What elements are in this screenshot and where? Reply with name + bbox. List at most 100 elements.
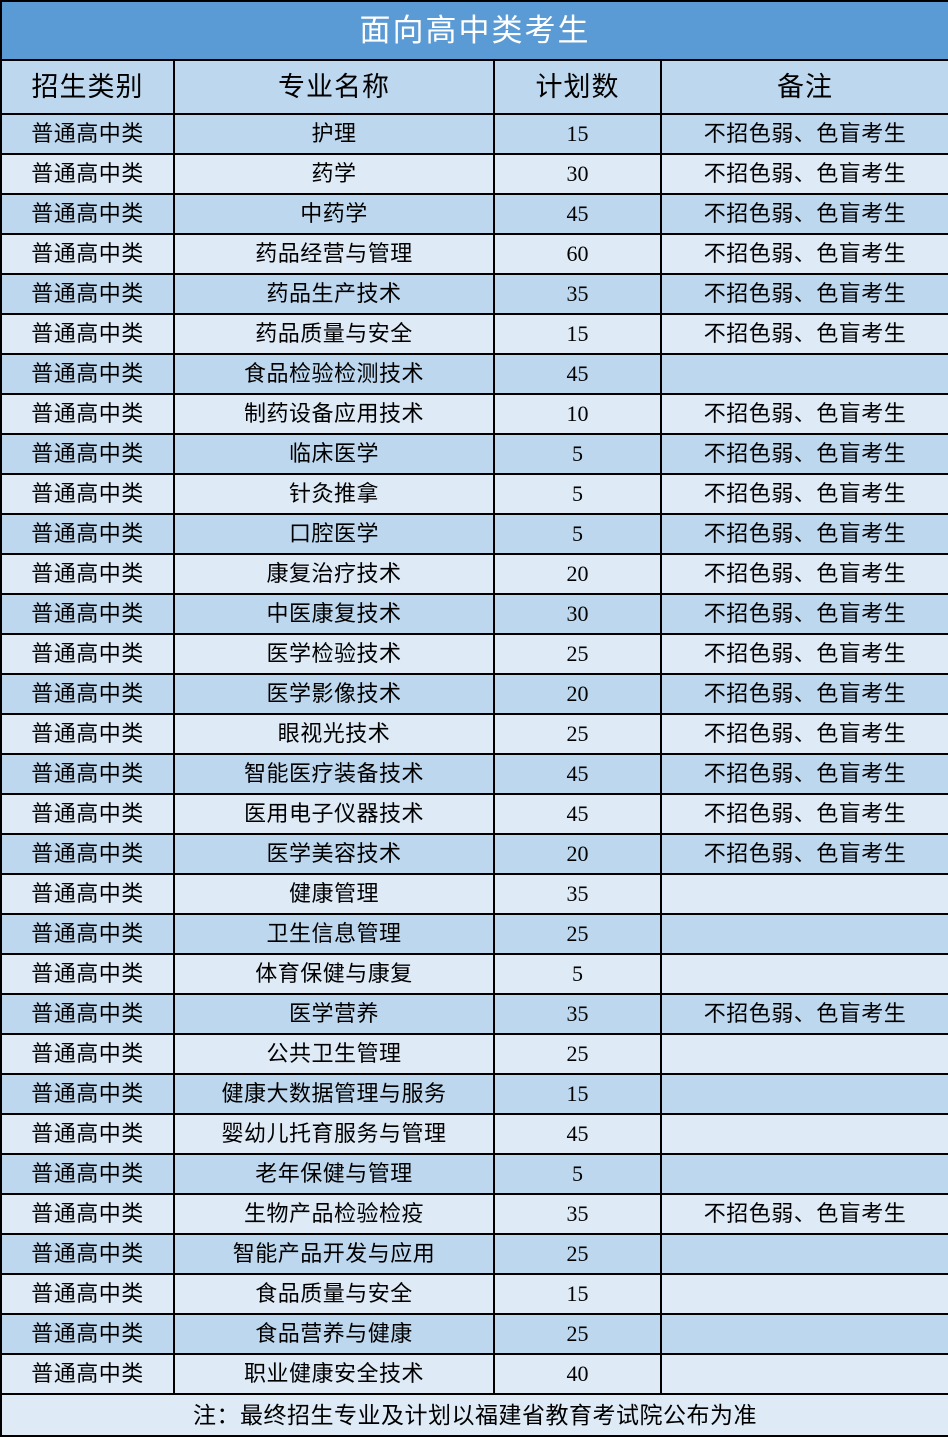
row-cell-remark: 不招色弱、色盲考生 (660, 513, 948, 555)
header-row: 招生类别 专业名称 计划数 备注 (0, 59, 948, 115)
row-cell-remark (660, 873, 948, 915)
row-cell-category: 普通高中类 (0, 993, 175, 1035)
row-cell-plan: 10 (493, 393, 662, 435)
table-row: 普通高中类 康复治疗技术 20 不招色弱、色盲考生 (0, 553, 948, 595)
row-cell-major: 口腔医学 (173, 513, 495, 555)
row-cell-major: 公共卫生管理 (173, 1033, 495, 1075)
row-cell-remark: 不招色弱、色盲考生 (660, 753, 948, 795)
table-row: 普通高中类 食品质量与安全 15 (0, 1273, 948, 1315)
row-cell-major: 护理 (173, 113, 495, 155)
row-cell-plan: 25 (493, 633, 662, 675)
table-row: 普通高中类 药品质量与安全 15 不招色弱、色盲考生 (0, 313, 948, 355)
row-cell-remark: 不招色弱、色盲考生 (660, 113, 948, 155)
table-row: 普通高中类 食品营养与健康 25 (0, 1313, 948, 1355)
row-cell-category: 普通高中类 (0, 833, 175, 875)
table-row: 普通高中类 公共卫生管理 25 (0, 1033, 948, 1075)
row-cell-remark (660, 1353, 948, 1395)
row-cell-category: 普通高中类 (0, 873, 175, 915)
row-cell-plan: 15 (493, 313, 662, 355)
table-row: 普通高中类 药品经营与管理 60 不招色弱、色盲考生 (0, 233, 948, 275)
row-cell-major: 制药设备应用技术 (173, 393, 495, 435)
row-cell-remark: 不招色弱、色盲考生 (660, 313, 948, 355)
row-cell-major: 食品营养与健康 (173, 1313, 495, 1355)
row-cell-category: 普通高中类 (0, 593, 175, 635)
row-cell-category: 普通高中类 (0, 153, 175, 195)
row-cell-remark (660, 1033, 948, 1075)
table-row: 普通高中类 职业健康安全技术 40 (0, 1353, 948, 1395)
row-cell-major: 生物产品检验检疫 (173, 1193, 495, 1235)
row-cell-remark: 不招色弱、色盲考生 (660, 713, 948, 755)
row-cell-category: 普通高中类 (0, 473, 175, 515)
row-cell-major: 职业健康安全技术 (173, 1353, 495, 1395)
table-row: 普通高中类 护理 15 不招色弱、色盲考生 (0, 113, 948, 155)
table-row: 普通高中类 医学美容技术 20 不招色弱、色盲考生 (0, 833, 948, 875)
row-cell-remark: 不招色弱、色盲考生 (660, 833, 948, 875)
row-cell-major: 医学检验技术 (173, 633, 495, 675)
row-cell-category: 普通高中类 (0, 673, 175, 715)
row-cell-plan: 15 (493, 1273, 662, 1315)
row-cell-remark: 不招色弱、色盲考生 (660, 233, 948, 275)
row-cell-remark: 不招色弱、色盲考生 (660, 193, 948, 235)
row-cell-category: 普通高中类 (0, 113, 175, 155)
row-cell-plan: 25 (493, 1313, 662, 1355)
row-cell-major: 健康管理 (173, 873, 495, 915)
row-cell-plan: 25 (493, 1233, 662, 1275)
row-cell-plan: 30 (493, 593, 662, 635)
row-cell-major: 卫生信息管理 (173, 913, 495, 955)
row-cell-plan: 45 (493, 1113, 662, 1155)
table-row: 普通高中类 医学检验技术 25 不招色弱、色盲考生 (0, 633, 948, 675)
table-row: 普通高中类 中医康复技术 30 不招色弱、色盲考生 (0, 593, 948, 635)
row-cell-remark (660, 913, 948, 955)
row-cell-plan: 20 (493, 833, 662, 875)
row-cell-remark: 不招色弱、色盲考生 (660, 673, 948, 715)
row-cell-plan: 35 (493, 993, 662, 1035)
row-cell-major: 药学 (173, 153, 495, 195)
row-cell-plan: 60 (493, 233, 662, 275)
row-cell-plan: 45 (493, 753, 662, 795)
row-cell-remark: 不招色弱、色盲考生 (660, 633, 948, 675)
row-cell-plan: 30 (493, 153, 662, 195)
row-cell-plan: 25 (493, 913, 662, 955)
row-cell-category: 普通高中类 (0, 193, 175, 235)
row-cell-major: 食品检验检测技术 (173, 353, 495, 395)
row-cell-category: 普通高中类 (0, 313, 175, 355)
table-row: 普通高中类 智能产品开发与应用 25 (0, 1233, 948, 1275)
row-cell-remark (660, 1313, 948, 1355)
table-row: 普通高中类 食品检验检测技术 45 (0, 353, 948, 395)
row-cell-category: 普通高中类 (0, 1113, 175, 1155)
row-cell-category: 普通高中类 (0, 1233, 175, 1275)
row-cell-major: 医学美容技术 (173, 833, 495, 875)
row-cell-plan: 45 (493, 793, 662, 835)
row-cell-major: 智能产品开发与应用 (173, 1233, 495, 1275)
row-cell-category: 普通高中类 (0, 1153, 175, 1195)
row-cell-remark (660, 953, 948, 995)
row-cell-category: 普通高中类 (0, 913, 175, 955)
table-row: 普通高中类 生物产品检验检疫 35 不招色弱、色盲考生 (0, 1193, 948, 1235)
row-cell-plan: 40 (493, 1353, 662, 1395)
row-cell-major: 药品经营与管理 (173, 233, 495, 275)
row-cell-major: 康复治疗技术 (173, 553, 495, 595)
row-cell-remark: 不招色弱、色盲考生 (660, 393, 948, 435)
row-cell-major: 健康大数据管理与服务 (173, 1073, 495, 1115)
row-cell-major: 药品生产技术 (173, 273, 495, 315)
row-cell-remark: 不招色弱、色盲考生 (660, 553, 948, 595)
row-cell-major: 医学影像技术 (173, 673, 495, 715)
row-cell-category: 普通高中类 (0, 1073, 175, 1115)
row-cell-plan: 45 (493, 193, 662, 235)
table-row: 普通高中类 药学 30 不招色弱、色盲考生 (0, 153, 948, 195)
row-cell-major: 婴幼儿托育服务与管理 (173, 1113, 495, 1155)
row-cell-category: 普通高中类 (0, 513, 175, 555)
row-cell-remark: 不招色弱、色盲考生 (660, 793, 948, 835)
row-cell-plan: 5 (493, 513, 662, 555)
row-cell-plan: 15 (493, 1073, 662, 1115)
row-cell-plan: 5 (493, 953, 662, 995)
table-title: 面向高中类考生 (0, 0, 948, 61)
table-row: 普通高中类 健康管理 35 (0, 873, 948, 915)
row-cell-category: 普通高中类 (0, 353, 175, 395)
row-cell-plan: 35 (493, 273, 662, 315)
row-cell-major: 中医康复技术 (173, 593, 495, 635)
row-cell-remark (660, 1233, 948, 1275)
table-row: 普通高中类 临床医学 5 不招色弱、色盲考生 (0, 433, 948, 475)
